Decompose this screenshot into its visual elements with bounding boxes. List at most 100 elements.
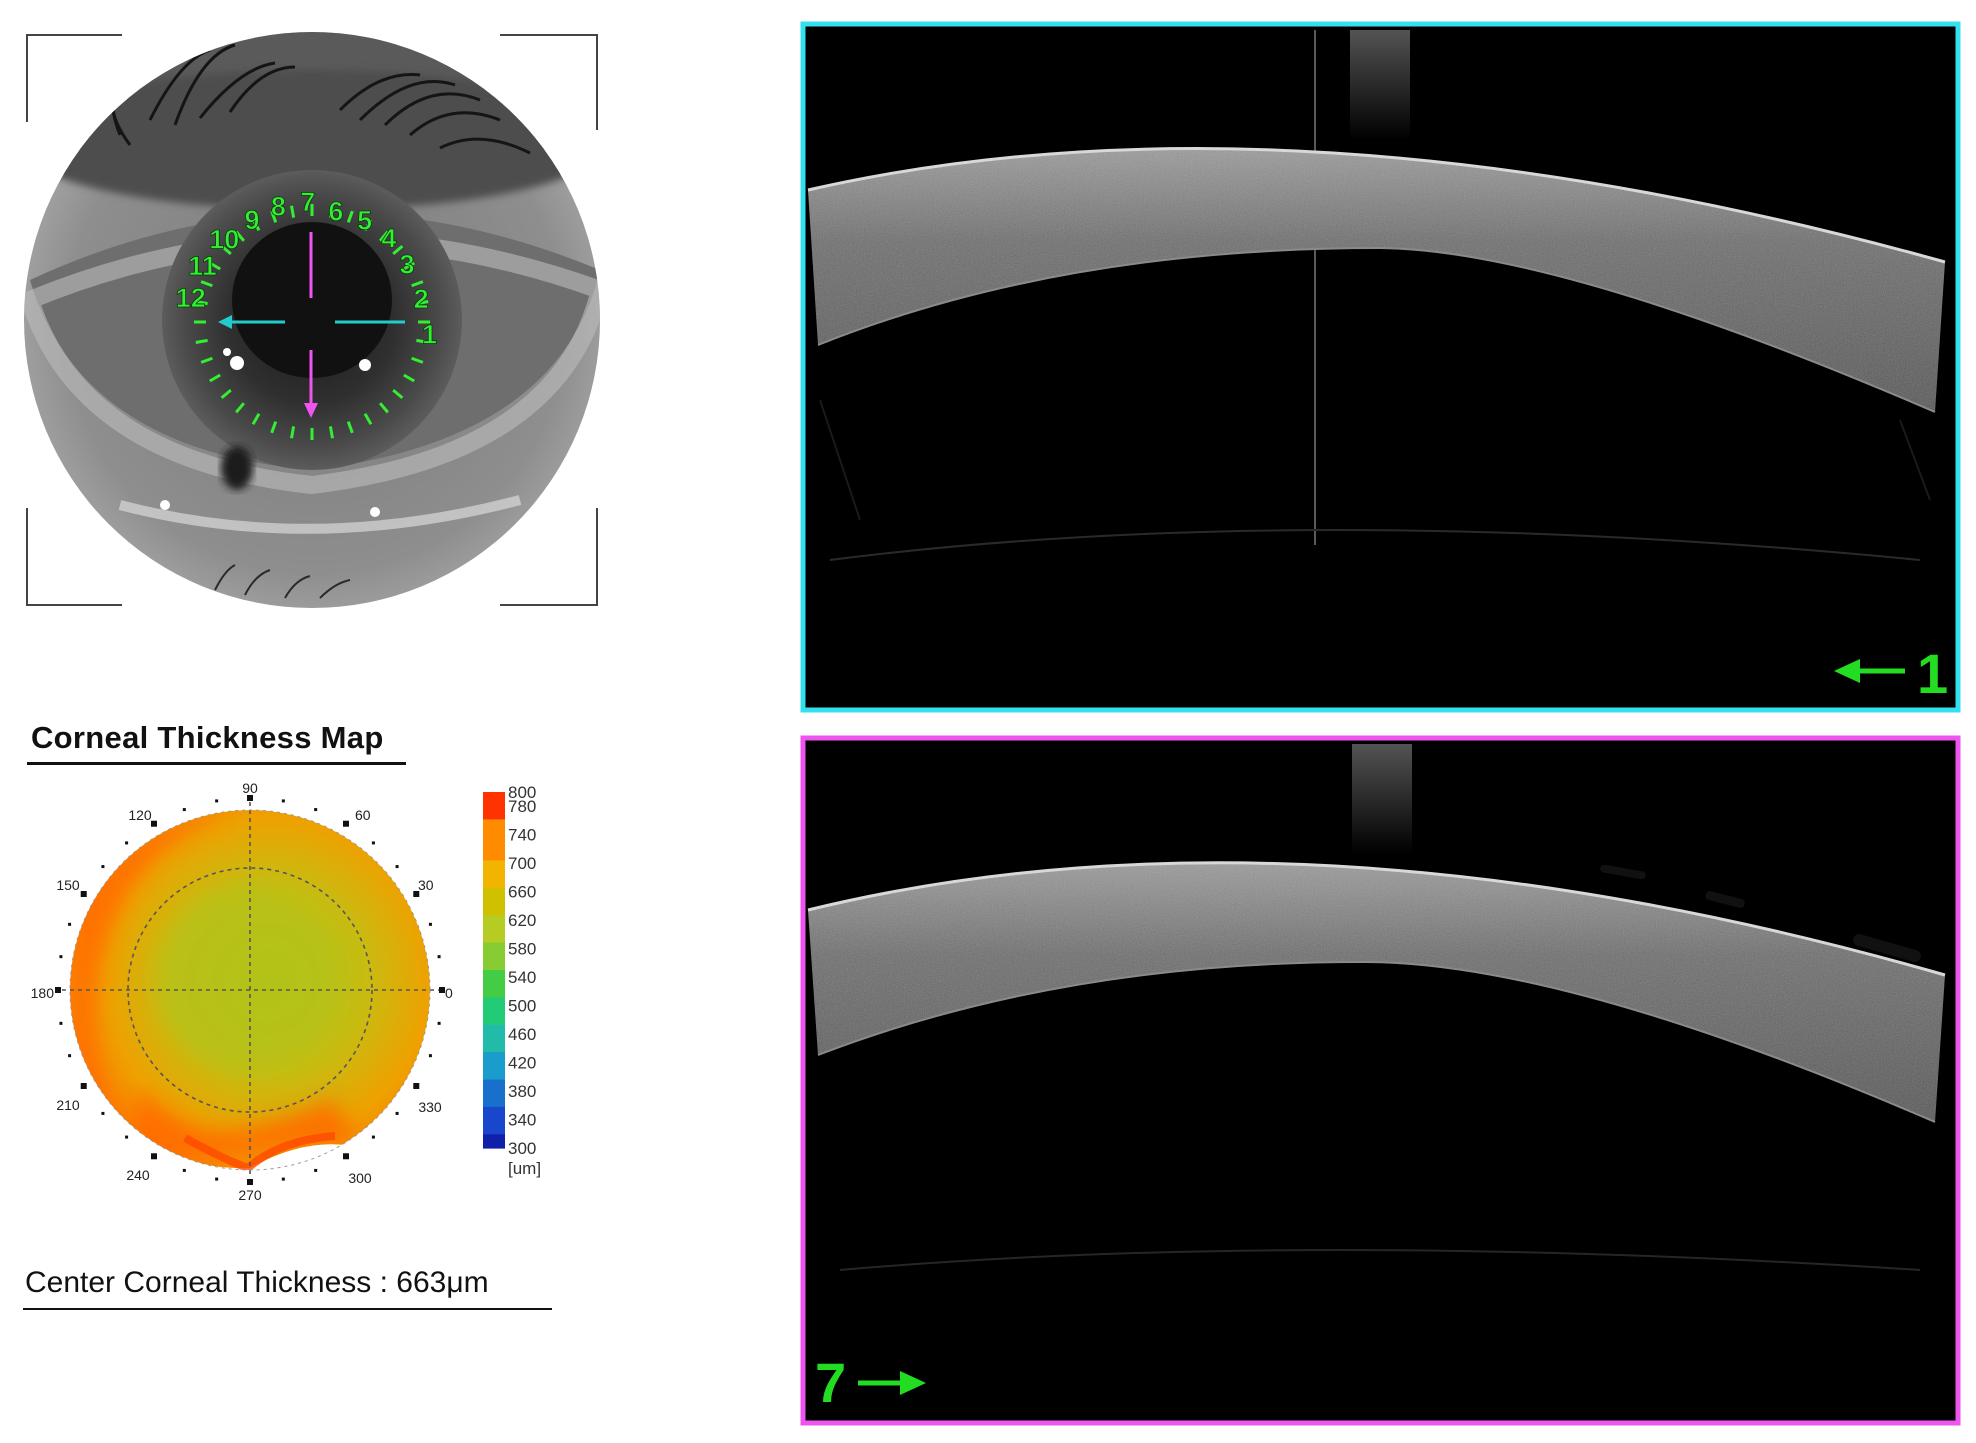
clock-tick bbox=[195, 338, 208, 344]
scale-band bbox=[483, 956, 505, 971]
vertical-scan-arrow bbox=[304, 232, 318, 418]
thickness-map-angle-ticks bbox=[55, 795, 445, 1185]
clock-label-7: 7 bbox=[300, 187, 315, 217]
angle-tick bbox=[314, 1168, 318, 1172]
clock-tick bbox=[392, 388, 404, 399]
angle-tick bbox=[247, 795, 253, 801]
scale-label-540: 540 bbox=[508, 968, 536, 987]
angle-tick bbox=[68, 922, 72, 926]
angle-label-150: 150 bbox=[56, 877, 80, 893]
scale-band bbox=[483, 1134, 505, 1149]
clock-tick bbox=[270, 210, 278, 223]
clock-tick bbox=[378, 402, 389, 414]
angle-tick bbox=[101, 865, 105, 869]
angle-tick bbox=[413, 891, 420, 897]
angle-label-270: 270 bbox=[238, 1187, 262, 1203]
clock-tick bbox=[251, 219, 261, 231]
clock-label-10: 10 bbox=[209, 224, 239, 254]
clock-tick bbox=[235, 402, 246, 414]
angle-tick bbox=[215, 1177, 219, 1181]
angle-tick bbox=[371, 841, 375, 845]
angle-tick bbox=[101, 1111, 105, 1115]
angle-tick bbox=[281, 799, 285, 803]
clock-tick bbox=[251, 413, 261, 425]
scale-band bbox=[483, 805, 505, 820]
scale-label-800: 800 bbox=[508, 783, 536, 802]
clock-tick-ring bbox=[194, 204, 430, 440]
clock-tick bbox=[403, 373, 415, 383]
angle-tick bbox=[343, 820, 349, 827]
angle-tick bbox=[151, 1153, 157, 1160]
scan-1-direction-arrow bbox=[1834, 659, 1905, 683]
angle-tick bbox=[281, 1177, 285, 1181]
scale-label-580: 580 bbox=[508, 940, 536, 959]
clock-tick bbox=[209, 261, 221, 271]
scale-label-460: 460 bbox=[508, 1025, 536, 1044]
angle-tick bbox=[151, 820, 157, 827]
thickness-map-title-underline bbox=[27, 762, 406, 765]
angle-label-180: 180 bbox=[31, 985, 55, 1001]
angle-tick bbox=[59, 1021, 63, 1025]
scale-band bbox=[483, 970, 505, 985]
oct-scan-7-beam-artifact bbox=[1352, 744, 1412, 854]
clock-label-3: 3 bbox=[399, 250, 414, 280]
angle-tick bbox=[59, 955, 63, 959]
clock-tick bbox=[328, 205, 334, 218]
thickness-map-outline bbox=[69, 809, 431, 1171]
angle-tick bbox=[182, 808, 186, 812]
horizontal-scan-arrow bbox=[218, 315, 405, 329]
thickness-map-angle-labels: 0 30 60 90 120 150 180 210 240 270 300 3… bbox=[31, 780, 453, 1203]
clock-tick bbox=[403, 261, 415, 271]
clock-tick bbox=[235, 230, 246, 242]
angle-tick bbox=[80, 891, 87, 897]
scale-band bbox=[483, 1106, 505, 1122]
angle-tick bbox=[215, 799, 219, 803]
angle-tick bbox=[343, 1153, 349, 1160]
scan-7-label: 7 bbox=[815, 1351, 847, 1414]
scale-band bbox=[483, 846, 505, 862]
angle-tick bbox=[395, 1111, 399, 1115]
clock-tick bbox=[392, 245, 404, 256]
lower-eyelash-lines bbox=[214, 564, 351, 599]
scale-band bbox=[483, 819, 505, 834]
scale-label-380: 380 bbox=[508, 1082, 536, 1101]
angle-tick bbox=[437, 1021, 441, 1025]
clock-label-9: 9 bbox=[244, 205, 259, 235]
clock-tick bbox=[363, 413, 373, 425]
scale-band bbox=[483, 1038, 505, 1053]
angle-label-90: 90 bbox=[242, 780, 258, 796]
thickness-map-crosshair bbox=[62, 802, 440, 1175]
center-corneal-thickness-underline bbox=[23, 1308, 552, 1310]
scan-1-label: 1 bbox=[1917, 642, 1949, 705]
center-corneal-thickness: Center Corneal Thickness : 663μm bbox=[25, 1266, 489, 1299]
clock-tick bbox=[270, 421, 278, 434]
scale-band bbox=[483, 1079, 505, 1094]
scale-band bbox=[483, 983, 505, 998]
oct-scan-7-bullae bbox=[1600, 864, 1921, 962]
angle-tick bbox=[125, 1135, 129, 1139]
angle-tick bbox=[314, 808, 318, 812]
clock-tick bbox=[363, 219, 373, 231]
clock-label-5: 5 bbox=[357, 206, 372, 236]
scale-band bbox=[483, 1024, 505, 1040]
clock-label-6: 6 bbox=[328, 197, 343, 227]
scan-7-direction-arrow bbox=[858, 1371, 926, 1395]
angle-tick bbox=[395, 865, 399, 869]
angle-tick bbox=[437, 955, 441, 959]
clock-tick bbox=[416, 300, 429, 306]
angle-label-0: 0 bbox=[445, 985, 453, 1001]
clock-tick bbox=[220, 388, 232, 399]
clock-position-labels: 1 2 3 4 5 6 7 8 9 10 11 12 bbox=[175, 187, 437, 350]
scale-label-740: 740 bbox=[508, 826, 536, 845]
oct-scan-1-beam-artifact bbox=[1350, 30, 1410, 140]
scale-label-500: 500 bbox=[508, 997, 536, 1016]
angle-label-30: 30 bbox=[418, 877, 434, 893]
clock-tick bbox=[346, 421, 354, 434]
scale-band bbox=[483, 874, 505, 889]
scale-band bbox=[483, 833, 505, 848]
angle-label-240: 240 bbox=[126, 1167, 150, 1183]
thickness-color-scale bbox=[483, 792, 505, 1149]
scale-label-660: 660 bbox=[508, 883, 536, 902]
angle-tick bbox=[428, 1054, 432, 1058]
